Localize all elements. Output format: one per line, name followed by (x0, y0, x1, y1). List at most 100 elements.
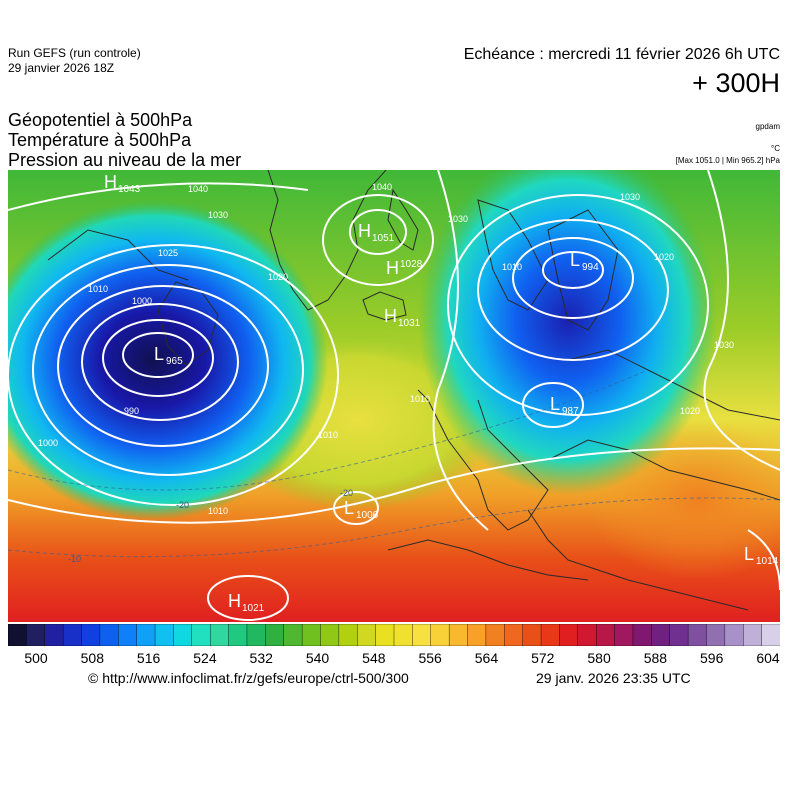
isotherm-label: -10 (68, 554, 81, 564)
scale-swatch (448, 624, 469, 646)
scale-swatch (283, 624, 303, 646)
high-1028-marker: H (386, 258, 399, 278)
high-1051-marker: H (358, 221, 371, 241)
field-pressure: Pression au niveau de la mer (8, 150, 242, 170)
scale-tick-label: 580 (587, 650, 611, 666)
scale-swatch (228, 624, 248, 646)
isobar-value-labels: 1040 1030 1025 1020 1010 1000 990 1040 1… (38, 182, 734, 516)
isobar-label: 1010 (208, 506, 228, 516)
color-scale (8, 624, 780, 646)
high-1021-marker: H (228, 591, 241, 611)
scale-swatch (485, 624, 505, 646)
scale-tick-label: 540 (305, 650, 330, 666)
high-1028-value: 1028 (400, 259, 423, 270)
low-994-value: 994 (582, 262, 599, 273)
scale-swatch (430, 624, 450, 646)
low-987-marker: L (550, 394, 560, 414)
scale-swatch (191, 624, 211, 646)
scale-tick-label: 532 (249, 650, 273, 666)
scale-swatch (62, 624, 83, 646)
high-1031-value: 1031 (398, 318, 421, 329)
scale-tick-label: 500 (24, 650, 48, 666)
scale-swatch (209, 624, 230, 646)
scale-tick-label: 548 (362, 650, 386, 666)
scale-swatch (687, 624, 708, 646)
scale-tick-label: 508 (80, 650, 104, 666)
scale-swatch (504, 624, 524, 646)
scale-tick-label: 516 (136, 650, 161, 666)
high-1021-value: 1021 (242, 603, 265, 614)
isobar-label: 1000 (132, 296, 152, 306)
isobar-label: 1030 (620, 192, 640, 202)
generation-timestamp: 29 janv. 2026 23:35 UTC (536, 670, 691, 686)
scale-tick-label: 572 (531, 650, 555, 666)
scale-swatch (357, 624, 377, 646)
scale-swatch (320, 624, 340, 646)
low-1014-value: 1014 (756, 556, 779, 567)
isobar-label: 1030 (448, 214, 468, 224)
isobar-label: 1040 (372, 182, 392, 192)
isobar-label: 1030 (714, 340, 734, 350)
low-1006-marker: L (344, 498, 354, 518)
scale-swatch (301, 624, 322, 646)
isobar-label: 1010 (502, 262, 522, 272)
low-994-marker: L (570, 250, 580, 270)
high-1043-value: 1043 (118, 184, 141, 195)
high-1031-marker: H (384, 306, 397, 326)
scale-swatch (173, 624, 193, 646)
scale-swatch (412, 624, 432, 646)
isotherm-value-labels: -20 -20 -10 (68, 488, 353, 564)
scale-tick-label: 596 (700, 650, 724, 666)
isobar-label: 1025 (158, 248, 178, 258)
forecast-map: H 1043 H 1051 H 1028 H 1031 L 965 L 994 … (8, 170, 780, 622)
scale-swatch (595, 624, 616, 646)
temperature-isotherms (8, 369, 780, 558)
unit-temperature: °C (771, 144, 780, 153)
source-credit: © http://www.infoclimat.fr/z/gefs/europe… (88, 670, 409, 686)
field-geopotential: Géopotentiel à 500hPa (8, 110, 193, 130)
low-1006-value: 1006 (356, 510, 379, 521)
low-987-value: 987 (562, 406, 579, 417)
scale-tick-label: 524 (193, 650, 217, 666)
scale-swatch (651, 624, 671, 646)
isobar-label: 1020 (268, 272, 288, 282)
pressure-range: [Max 1051.0 | Min 965.2] hPa (675, 156, 780, 165)
scale-swatch (669, 624, 689, 646)
scale-swatch (99, 624, 119, 646)
low-965-value: 965 (166, 356, 183, 367)
isobar-label: 1040 (188, 184, 208, 194)
isotherm-label: -20 (340, 488, 353, 498)
color-scale-ticks: 500 508 516 524 532 540 548 556 564 572 580 588 596 6… (8, 650, 780, 668)
scale-swatch (632, 624, 653, 646)
scale-swatch (265, 624, 285, 646)
isotherm-label: -20 (176, 500, 189, 510)
isobar-label: 990 (124, 406, 139, 416)
forecast-valid-time: Echéance : mercredi 11 février 2026 6h U… (463, 46, 780, 63)
isobar-label: 1020 (680, 406, 700, 416)
scale-swatch (393, 624, 414, 646)
scale-swatch (761, 624, 780, 646)
scale-tick-label: 556 (418, 650, 442, 666)
scale-tick-label: 588 (643, 650, 668, 666)
low-1014-marker: L (744, 544, 754, 564)
scale-swatch (743, 624, 763, 646)
high-1043-marker: H (104, 172, 117, 192)
isobar-label: 1010 (410, 394, 430, 404)
run-date: 29 janvier 2026 18Z (8, 61, 115, 75)
scale-swatch (577, 624, 597, 646)
pressure-system-labels: H 1043 H 1051 H 1028 H 1031 L 965 L 994 … (104, 172, 779, 614)
scale-tick-label: 564 (474, 650, 499, 666)
scale-swatch (706, 624, 726, 646)
high-1051-value: 1051 (372, 233, 395, 244)
run-label: Run GEFS (run controle) (8, 46, 141, 60)
scale-swatch (338, 624, 358, 646)
scale-swatch (614, 624, 634, 646)
scale-swatch (540, 624, 561, 646)
scale-tick-label: 604 (756, 650, 780, 666)
isobar-label: 1000 (38, 438, 58, 448)
low-965-marker: L (154, 344, 164, 364)
scale-swatch (522, 624, 542, 646)
scale-swatch (467, 624, 487, 646)
unit-geopotential: gpdam (755, 122, 780, 131)
scale-swatch (44, 624, 64, 646)
